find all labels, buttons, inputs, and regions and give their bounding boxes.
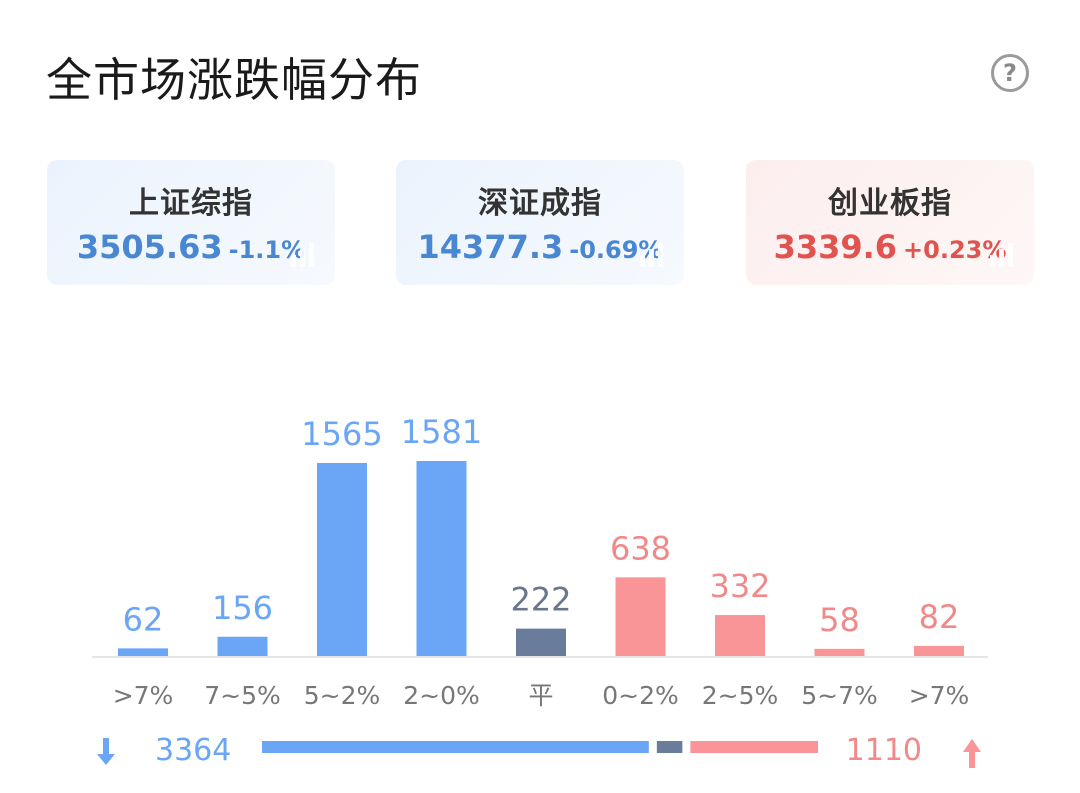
bar-6 xyxy=(715,615,765,656)
category-tick-label: >7% xyxy=(113,681,174,710)
bar-value-label: 82 xyxy=(919,598,960,636)
category-tick-label: 7~5% xyxy=(204,681,281,710)
bar-0 xyxy=(118,648,168,656)
index-card-sse[interactable]: 上证综指 3505.63 -1.1% xyxy=(47,160,335,285)
category-tick-label: 2~0% xyxy=(403,681,480,710)
arrow-up-icon xyxy=(963,739,981,768)
up-total: 1110 xyxy=(846,733,922,768)
bar-1 xyxy=(217,636,268,656)
index-value: 3505.63 xyxy=(76,228,223,266)
index-change: +0.23% xyxy=(903,236,1007,264)
bar-value-label: 638 xyxy=(610,529,671,567)
bar-7 xyxy=(814,648,865,656)
question-circle-icon[interactable]: ? xyxy=(991,54,1029,92)
category-tick-label: 5~7% xyxy=(801,681,878,710)
ratio-bar-down xyxy=(262,741,649,753)
bar-8 xyxy=(914,645,964,656)
category-tick-label: 2~5% xyxy=(702,681,779,710)
bar-2 xyxy=(317,462,367,656)
bar-value-label: 58 xyxy=(819,601,860,639)
index-value: 14377.3 xyxy=(417,228,564,266)
trend-chart-icon xyxy=(990,243,1013,267)
down-total: 3364 xyxy=(155,733,231,768)
category-tick-label: 平 xyxy=(528,681,553,710)
bar-5 xyxy=(615,577,666,656)
index-card-szse[interactable]: 深证成指 14377.3 -0.69% xyxy=(396,160,684,285)
ratio-bar-up xyxy=(690,741,818,753)
bar-value-label: 156 xyxy=(212,589,273,627)
index-name: 深证成指 xyxy=(478,186,602,221)
ratio-bar-flat xyxy=(656,741,683,753)
bar-4 xyxy=(516,628,566,656)
index-card-chinext[interactable]: 创业板指 3339.6 +0.23% xyxy=(746,160,1034,285)
category-tick-label: 5~2% xyxy=(304,681,381,710)
index-value: 3339.6 xyxy=(773,228,898,266)
bar-value-label: 62 xyxy=(123,600,164,638)
trend-chart-icon xyxy=(640,243,663,267)
trend-chart-icon xyxy=(291,243,314,267)
index-name: 上证综指 xyxy=(129,186,253,221)
index-name: 创业板指 xyxy=(828,186,952,221)
bar-3 xyxy=(416,461,467,656)
category-tick-label: 0~2% xyxy=(602,681,679,710)
bar-value-label: 332 xyxy=(709,567,770,605)
index-change: -0.69% xyxy=(569,236,663,264)
bar-value-label: 1565 xyxy=(301,415,382,453)
page-title: 全市场涨跌幅分布 xyxy=(46,53,422,107)
bar-value-label: 222 xyxy=(510,581,571,619)
arrow-down-icon xyxy=(97,738,115,765)
category-tick-label: >7% xyxy=(909,681,970,710)
bar-value-label: 1581 xyxy=(401,413,482,451)
